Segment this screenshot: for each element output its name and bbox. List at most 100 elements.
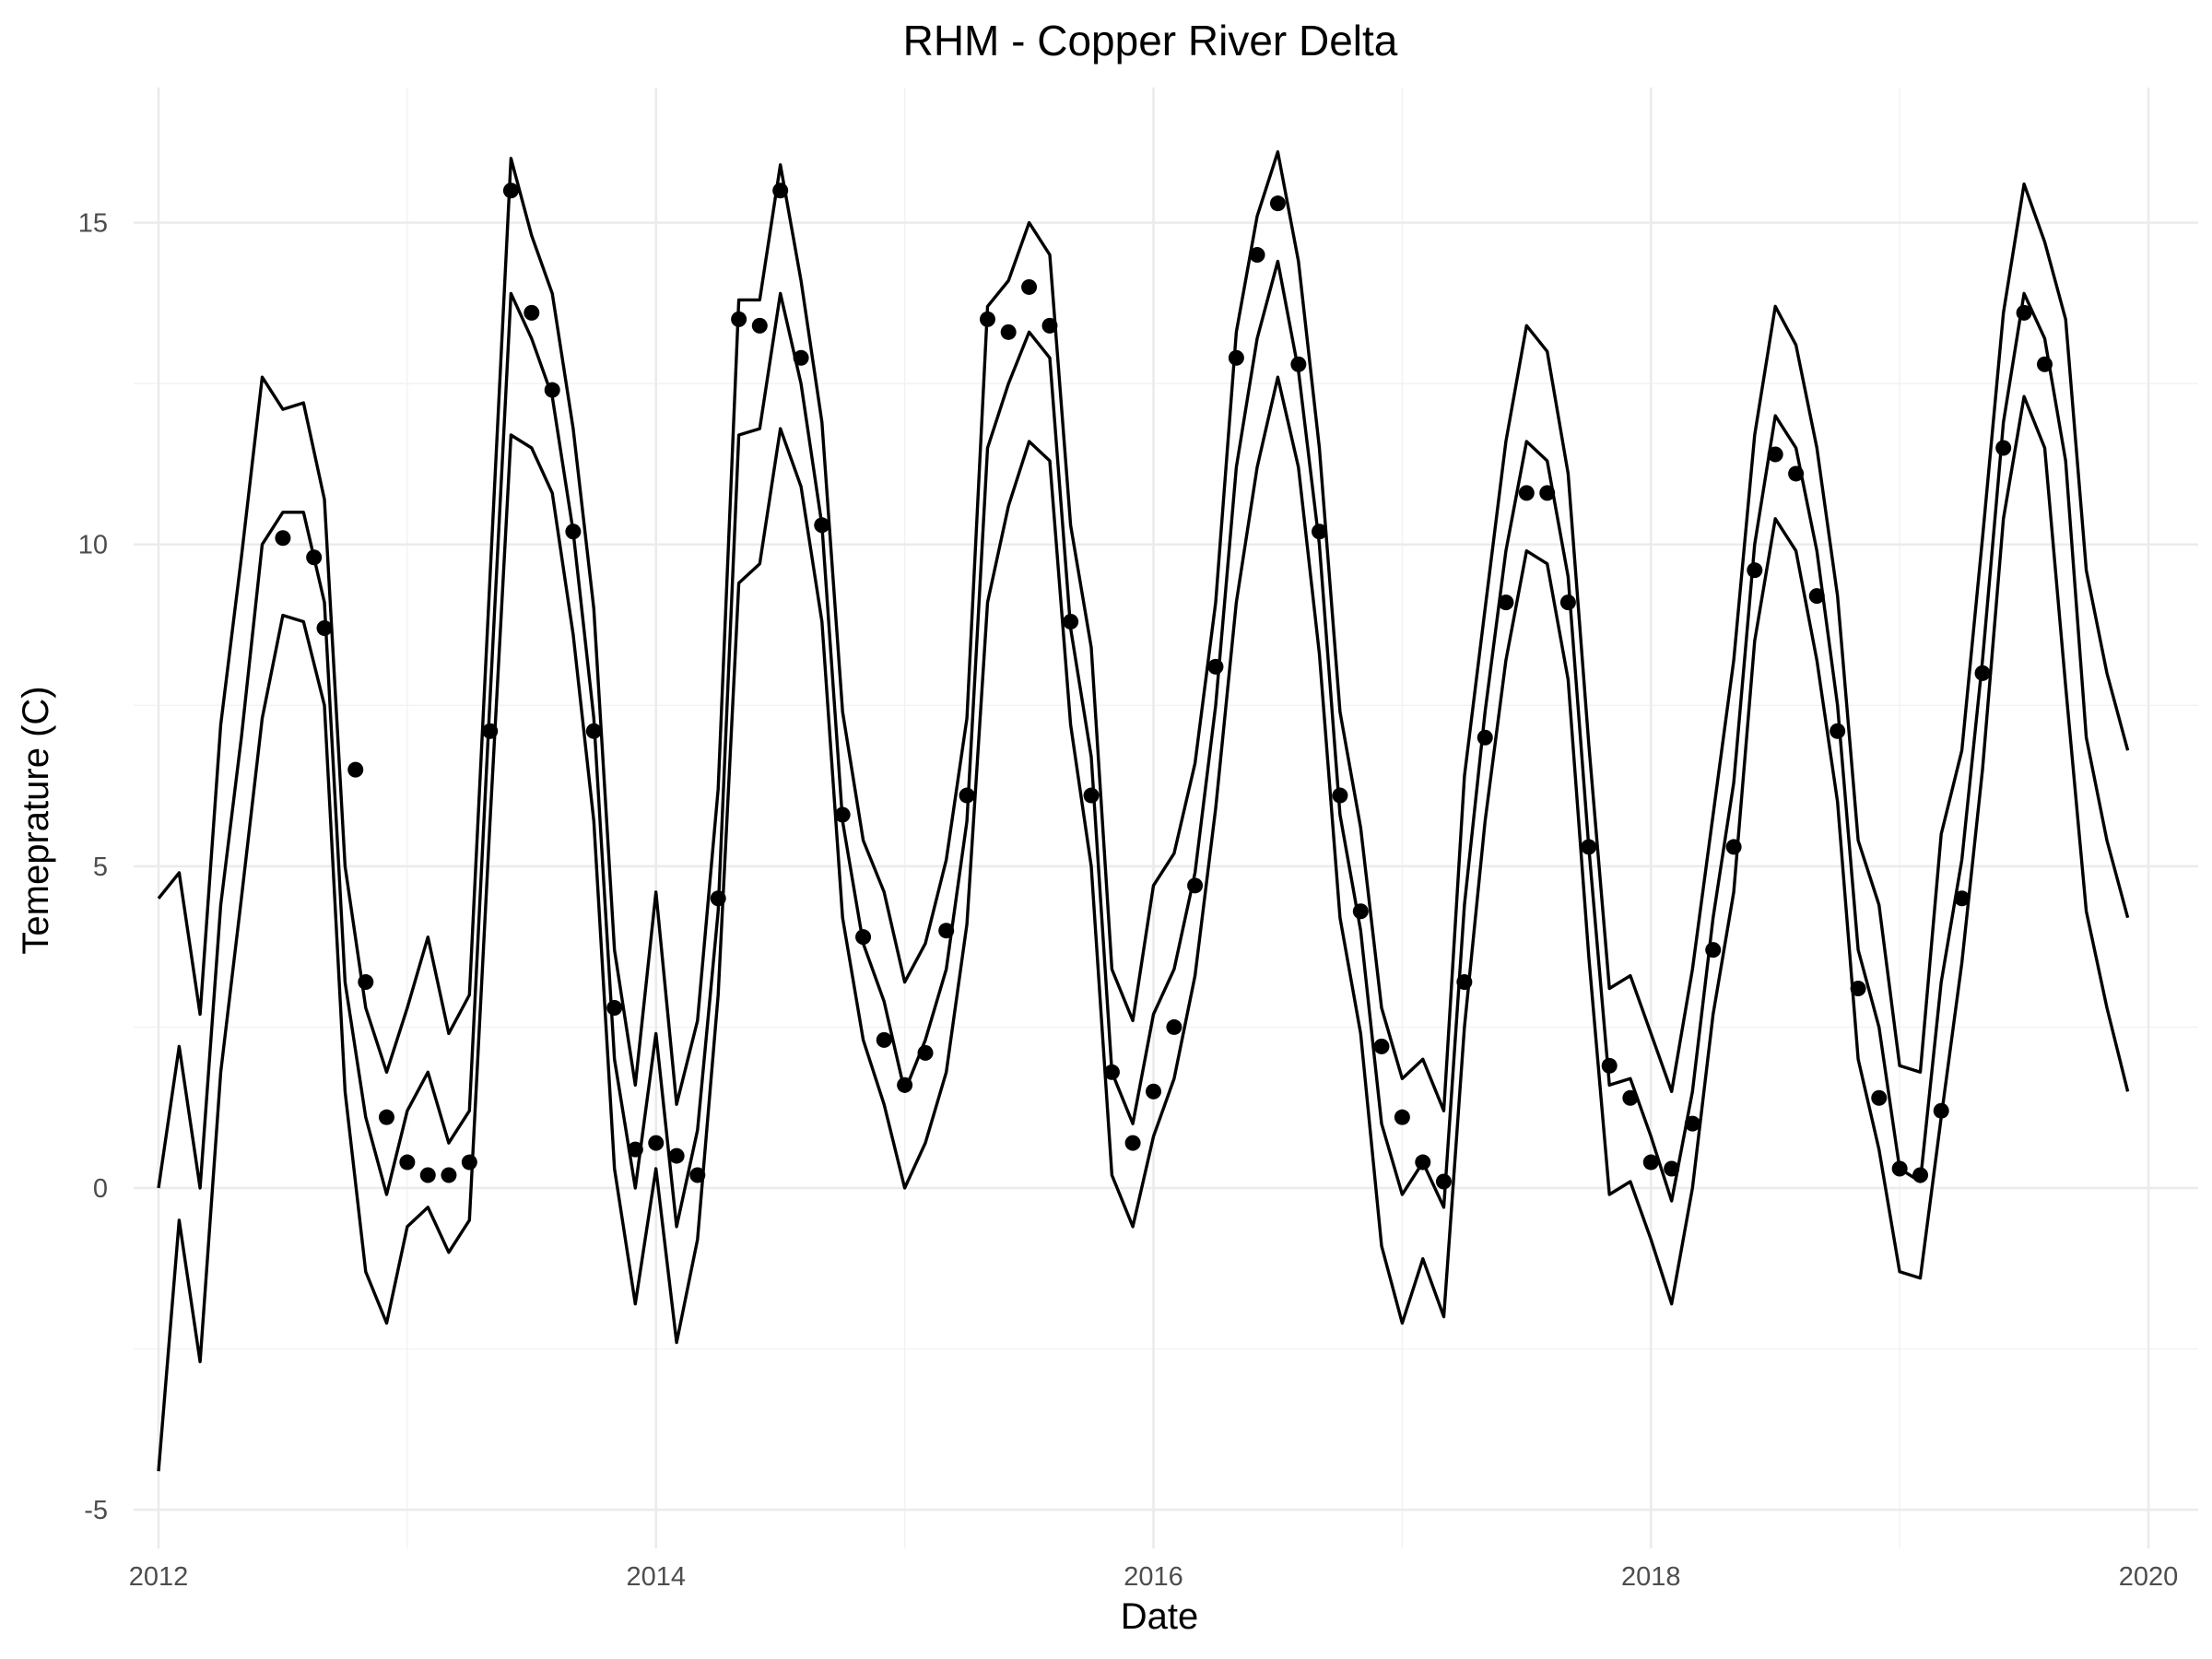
data-point [316,620,333,637]
y-tick-label: 15 [78,209,108,239]
data-point [1747,562,1763,579]
data-point [1788,465,1805,482]
data-point [585,723,602,739]
data-point [565,524,582,540]
data-point [482,723,499,739]
data-point [979,311,995,327]
ticks-layer: 2012 2014 2016 2018 2020 -5 0 5 10 15 [78,209,2179,1592]
data-point [1124,1135,1141,1151]
grid-layer [134,88,2198,1548]
x-tick-label: 2012 [129,1562,189,1592]
data-point [378,1109,394,1125]
data-point [275,530,291,547]
data-point [772,182,789,199]
data-point [1063,614,1079,630]
data-point [1725,839,1742,855]
data-point [1456,974,1473,991]
data-point [1269,195,1286,212]
data-point [855,929,872,946]
x-axis-title: Date [1121,1596,1199,1637]
data-point [897,1077,913,1093]
data-point [1954,890,1971,907]
data-point [1995,440,2012,456]
data-point [648,1135,665,1151]
data-point [689,1167,706,1183]
data-point [1083,787,1100,804]
data-point [1767,446,1783,463]
data-point [917,1044,934,1061]
x-tick-label: 2020 [2119,1562,2179,1592]
data-point [751,317,768,334]
data-point [1933,1102,1949,1119]
y-tick-label: 5 [93,853,108,882]
data-point [1228,349,1244,366]
x-tick-label: 2014 [626,1562,686,1592]
data-point [1850,981,1866,997]
data-point [1539,485,1556,501]
data-point [710,890,726,907]
data-point [441,1167,457,1183]
data-point [1808,588,1825,605]
data-point [1974,665,1991,681]
data-point [668,1147,685,1164]
data-point [1021,278,1038,295]
data-point [1394,1109,1410,1125]
data-point [1498,594,1514,611]
data-point [1187,877,1204,894]
data-point [1207,658,1224,675]
data-point [1415,1154,1431,1171]
data-point [627,1141,643,1158]
data-point [1000,324,1017,340]
data-point [524,304,540,321]
data-point [1871,1089,1888,1106]
data-point [1518,485,1535,501]
data-point [1352,903,1369,920]
data-point [1664,1160,1680,1177]
y-tick-label: 10 [78,531,108,560]
data-point [2016,304,2032,321]
data-point [1622,1089,1639,1106]
data-point [1581,839,1597,855]
data-point [358,974,374,991]
data-point [1642,1154,1659,1171]
upper-bound-line [157,150,2130,1112]
chart-title: RHM - Copper River Delta [903,17,1398,65]
x-tick-label: 2018 [1621,1562,1681,1592]
data-point [544,382,560,398]
data-point [1290,356,1307,372]
data-point [1477,729,1493,746]
data-point [1332,787,1348,804]
points-layer [275,182,2053,1190]
data-point [959,787,975,804]
data-point [1684,1115,1700,1132]
data-point [1146,1083,1162,1100]
data-point [606,999,623,1016]
data-point [419,1167,436,1183]
x-tick-label: 2016 [1124,1562,1183,1592]
data-point [347,761,364,778]
lower-bound-line [157,375,2130,1472]
data-point [938,923,955,939]
data-point [1830,723,1846,739]
data-point [1249,247,1265,264]
y-tick-label: -5 [84,1496,108,1525]
y-tick-label: 0 [93,1174,108,1204]
data-point [1891,1160,1908,1177]
data-point [731,311,747,327]
data-point [1601,1057,1618,1074]
fitted-line [157,259,2130,1229]
data-point [399,1154,416,1171]
data-point [461,1154,477,1171]
data-point [2036,356,2053,372]
data-point [1166,1018,1182,1035]
data-point [814,517,830,534]
data-point [1373,1038,1390,1054]
data-point [876,1031,892,1048]
lines-layer [157,150,2130,1472]
data-point [793,349,809,366]
data-point [1103,1064,1120,1080]
data-point [1559,594,1576,611]
data-point [1041,317,1058,334]
